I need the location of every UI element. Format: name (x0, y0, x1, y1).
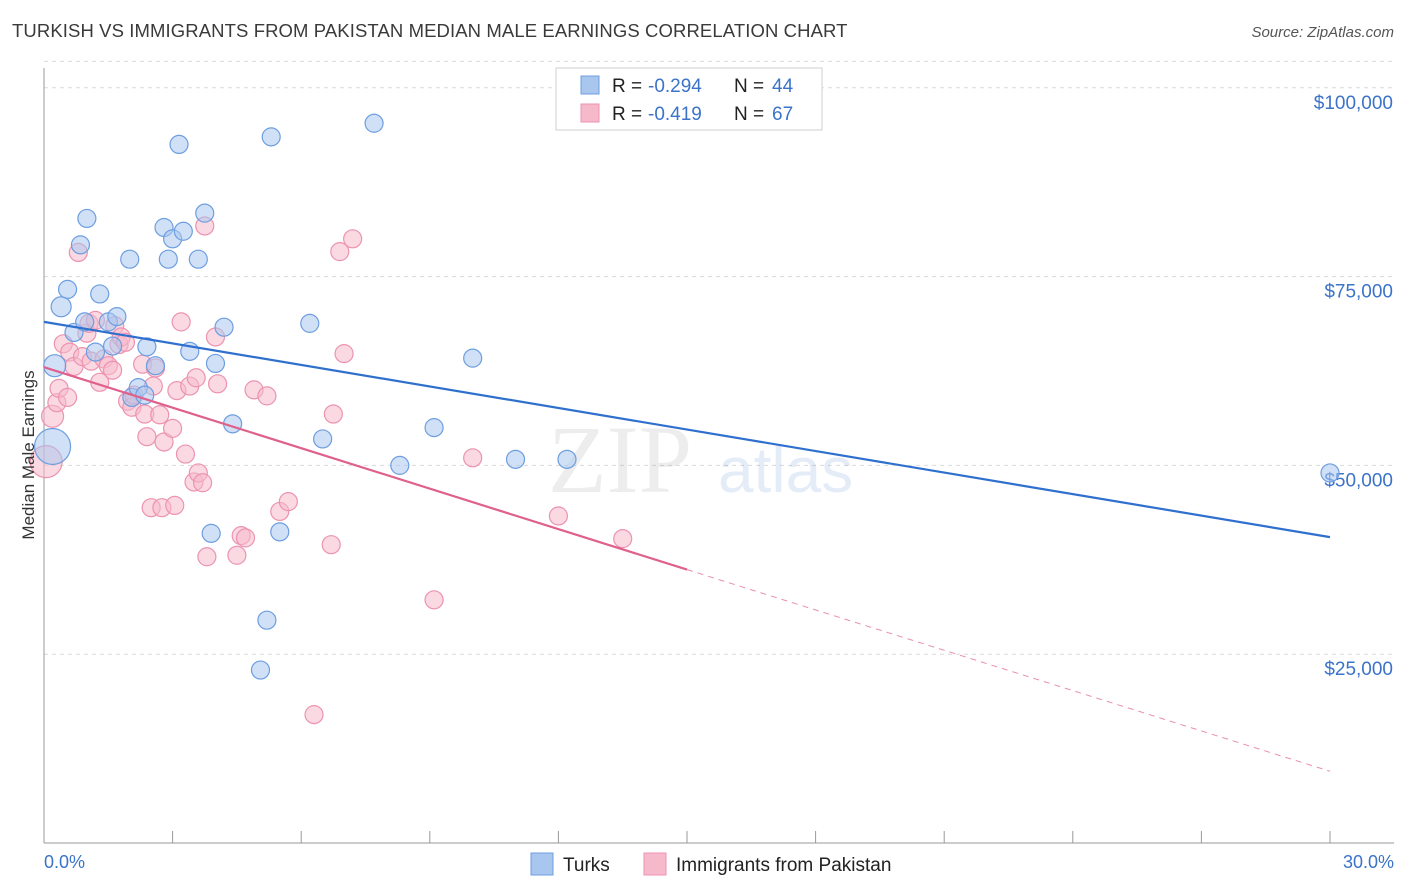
bottom-legend-turks: Turks (563, 855, 610, 876)
turks-point-20 (158, 249, 178, 269)
turks-point-42 (557, 449, 577, 469)
turks-point-38 (390, 455, 410, 475)
trend-lines (43, 320, 1331, 772)
turks-point-35 (300, 313, 320, 333)
legend-turks-r-value: -0.294 (648, 76, 702, 97)
turks-point-28 (205, 353, 226, 374)
y-axis-label: Median Male Earnings (19, 370, 38, 539)
turks-point-3 (57, 279, 78, 300)
chart-title: TURKISH VS IMMIGRANTS FROM PAKISTAN MEDI… (12, 20, 848, 41)
turks-point-43 (1320, 463, 1340, 483)
pak-point-62 (463, 448, 483, 468)
y-tick-label-0: $25,000 (1324, 659, 1393, 680)
turks-point-39 (424, 418, 444, 438)
pak-point-63 (548, 506, 569, 526)
bottom-legend-swatch-turks (530, 852, 554, 876)
pak-point-37 (171, 312, 191, 332)
pak-point-5 (57, 387, 78, 408)
y-tick-label-3: $100,000 (1314, 93, 1393, 114)
pak-point-52 (257, 386, 277, 406)
pak-point-58 (330, 242, 350, 262)
pak-point-33 (154, 432, 174, 452)
turks-point-25 (188, 249, 208, 269)
legend-pak-n-value: 67 (772, 104, 793, 125)
pak-trend-extension (686, 569, 1331, 772)
pak-trend-line (43, 366, 688, 571)
legend-turks-n-label: N = (734, 76, 764, 97)
pak-point-57 (323, 404, 343, 424)
pakistan-points (29, 216, 633, 725)
pak-point-45 (197, 547, 217, 567)
gridlines: $25,000 $50,000 $75,000 $100,000 (44, 60, 1394, 680)
pak-point-60 (334, 344, 354, 364)
turks-point-26 (195, 203, 215, 223)
watermark: ZIP atlas (548, 406, 853, 513)
legend-pak-n-label: N = (734, 104, 764, 125)
pak-point-27 (137, 427, 157, 447)
turks-point-36 (313, 429, 333, 449)
legend-pak-r-label: R = (612, 104, 642, 125)
turks-point-9 (90, 284, 110, 304)
turks-point-11 (102, 336, 123, 356)
y-tick-label-1: $50,000 (1324, 470, 1393, 491)
pak-point-38 (175, 444, 196, 464)
pak-point-34 (163, 418, 183, 438)
turks-point-18 (145, 356, 166, 376)
source-credit: Source: ZipAtlas.com (1251, 24, 1394, 41)
turks-point-22 (169, 134, 189, 155)
turks-point-40 (463, 348, 483, 368)
pak-point-47 (208, 374, 228, 394)
legend-swatch-turks (580, 75, 600, 95)
turks-point-5 (70, 235, 91, 255)
pak-point-48 (227, 545, 247, 565)
turks-trend-line (43, 320, 1331, 539)
x-tick-min: 0.0% (44, 852, 85, 872)
turks-point-37 (364, 113, 384, 133)
turks-point-31 (257, 610, 277, 630)
turks-point-23 (173, 221, 193, 241)
pak-point-17 (102, 360, 123, 380)
turks-point-17 (137, 337, 157, 357)
pak-point-56 (321, 535, 341, 555)
pak-point-41 (186, 368, 206, 388)
pak-point-31 (150, 405, 170, 425)
legend-turks-r-label: R = (612, 76, 642, 97)
turks-point-32 (270, 522, 290, 542)
turks-point-27 (201, 523, 221, 543)
pak-point-35 (165, 495, 185, 516)
pak-point-50 (235, 528, 256, 548)
series-legend: Turks Immigrants from Pakistan (530, 852, 891, 876)
turks-point-8 (85, 342, 106, 362)
turks-point-33 (250, 660, 271, 680)
bottom-legend-pak: Immigrants from Pakistan (676, 855, 891, 876)
legend-swatch-pak (580, 103, 600, 123)
turks-point-12 (107, 306, 127, 327)
pak-point-59 (343, 229, 363, 249)
turks-point-13 (120, 249, 140, 269)
pak-point-64 (613, 529, 633, 549)
turks-point-34 (261, 127, 281, 147)
pak-point-43 (193, 473, 213, 493)
y-tick-label-2: $75,000 (1324, 282, 1393, 303)
turks-point-41 (505, 449, 526, 469)
bottom-legend-swatch-pak (643, 852, 667, 876)
x-tick-max: 30.0% (1343, 852, 1394, 872)
watermark-atlas: atlas (718, 434, 853, 506)
legend-pak-r-value: -0.419 (648, 104, 702, 125)
turks-point-0 (33, 427, 72, 466)
turks-point-2 (50, 296, 72, 318)
pak-point-55 (304, 705, 324, 725)
turks-point-7 (77, 208, 97, 229)
correlation-legend: R = -0.294 N = 44 R = -0.419 N = 67 (555, 67, 823, 131)
turks-point-6 (75, 312, 95, 332)
legend-turks-n-value: 44 (772, 76, 794, 97)
pak-point-54 (278, 492, 298, 512)
turks-points (33, 113, 1340, 680)
turks-point-29 (214, 317, 234, 337)
pak-point-61 (424, 590, 444, 610)
